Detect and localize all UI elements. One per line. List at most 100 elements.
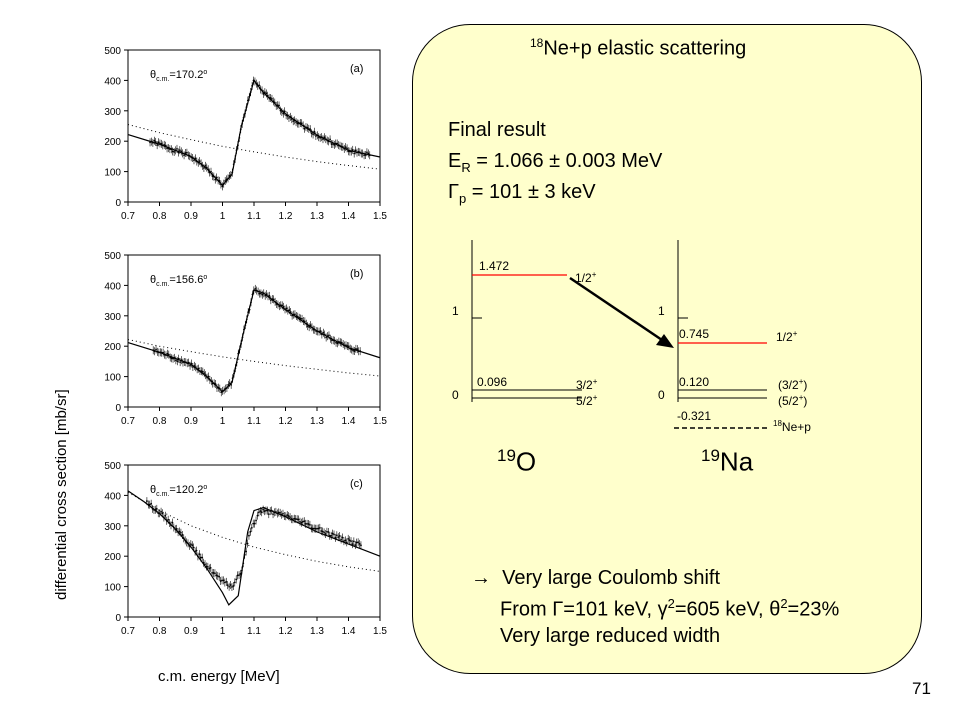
data-point bbox=[179, 361, 182, 363]
data-point bbox=[293, 517, 296, 520]
x-tick-label: 1.5 bbox=[373, 626, 387, 637]
data-point bbox=[333, 143, 336, 146]
data-point bbox=[192, 546, 195, 549]
data-point bbox=[231, 586, 233, 588]
data-point bbox=[285, 307, 288, 310]
data-point bbox=[257, 511, 260, 514]
data-point bbox=[277, 511, 280, 514]
y-tick-label: 500 bbox=[104, 46, 121, 57]
level-scheme bbox=[471, 240, 768, 429]
data-point bbox=[261, 293, 264, 296]
resonance-energy: ER = 1.066 ± 0.003 MeV bbox=[448, 150, 663, 175]
y-tick-label: 200 bbox=[104, 342, 121, 353]
data-point bbox=[309, 524, 311, 526]
data-point bbox=[306, 522, 308, 525]
data-point bbox=[357, 541, 360, 544]
data-point bbox=[252, 522, 255, 525]
data-point bbox=[214, 572, 216, 575]
data-point bbox=[262, 508, 265, 511]
y-tick-label: 200 bbox=[104, 552, 121, 563]
data-point bbox=[178, 149, 181, 152]
data-point bbox=[214, 178, 217, 181]
data-point bbox=[354, 544, 357, 546]
data-point bbox=[235, 578, 238, 581]
x-tick-label: 1.4 bbox=[342, 416, 356, 427]
data-point bbox=[254, 287, 257, 290]
data-point bbox=[358, 542, 361, 545]
na19-nucleus-label: 19Na bbox=[701, 446, 754, 477]
o19-tick-1: 1 bbox=[452, 304, 459, 318]
x-tick-label: 0.9 bbox=[184, 626, 198, 637]
data-point bbox=[300, 122, 303, 125]
y-tick-label: 100 bbox=[104, 373, 121, 384]
data-point bbox=[312, 133, 314, 136]
y-tick-label: 400 bbox=[104, 281, 121, 292]
x-tick-label: 0.8 bbox=[153, 416, 167, 427]
r-matrix-fit-curve bbox=[127, 490, 381, 606]
data-point bbox=[174, 359, 177, 362]
data-point bbox=[320, 530, 323, 532]
x-tick-label: 0.8 bbox=[153, 211, 167, 222]
angle-label: θc.m.=120.2o bbox=[150, 484, 207, 498]
data-point bbox=[282, 112, 285, 115]
data-point bbox=[330, 534, 333, 537]
data-point bbox=[352, 349, 354, 352]
o19-level-spin-5-2: 5/2+ bbox=[576, 393, 598, 408]
data-point bbox=[283, 110, 286, 113]
data-point bbox=[198, 160, 201, 163]
width-values-line: From Γ=101 keV, γ2=605 keV, θ2=23% bbox=[500, 596, 840, 621]
x-tick-label: 0.7 bbox=[121, 416, 135, 427]
x-tick-label: 1 bbox=[220, 416, 226, 427]
data-point bbox=[292, 120, 295, 123]
data-point bbox=[263, 91, 266, 94]
o19-level-spin-3-2: 3/2+ bbox=[576, 377, 598, 392]
na19-level-spin-3-2: (3/2+) bbox=[778, 377, 808, 392]
data-point bbox=[233, 581, 236, 584]
data-point bbox=[222, 579, 225, 582]
data-point bbox=[225, 580, 228, 583]
y-tick-label: 200 bbox=[104, 137, 121, 148]
chart-a: 0 100 200 300 400 500 0.7 0.8 0.9 1 1.1 1.2 1.3 1.4 1.… bbox=[104, 46, 387, 222]
data-point bbox=[310, 132, 313, 135]
data-point bbox=[325, 336, 328, 339]
coulomb-curve bbox=[127, 123, 381, 170]
x-tick-label: 1.4 bbox=[342, 211, 356, 222]
y-tick-label: 0 bbox=[115, 613, 121, 624]
data-point bbox=[323, 531, 325, 534]
y-tick-label: 400 bbox=[104, 491, 121, 502]
data-point bbox=[313, 527, 316, 530]
data-point bbox=[189, 543, 192, 546]
data-point bbox=[294, 518, 297, 520]
data-point bbox=[266, 509, 269, 512]
y-tick-label: 300 bbox=[104, 522, 121, 533]
y-tick-label: 500 bbox=[104, 251, 121, 262]
data-point bbox=[203, 167, 205, 169]
data-point bbox=[150, 502, 153, 505]
page-number: 71 bbox=[912, 679, 931, 698]
data-point bbox=[218, 575, 221, 578]
data-point bbox=[289, 516, 291, 519]
panel-label: (c) bbox=[350, 478, 363, 490]
data-point bbox=[207, 375, 210, 378]
data-point bbox=[352, 540, 355, 543]
y-tick-label: 0 bbox=[115, 403, 121, 414]
coulomb-curve bbox=[127, 491, 381, 572]
data-point bbox=[356, 348, 359, 351]
data-point bbox=[296, 122, 299, 125]
data-point bbox=[326, 530, 328, 533]
angle-label: θc.m.=170.2o bbox=[150, 69, 207, 83]
data-point bbox=[201, 556, 204, 559]
result-panel bbox=[412, 24, 922, 674]
data-point bbox=[153, 139, 156, 142]
data-point bbox=[294, 313, 296, 316]
na19-threshold-energy: -0.321 bbox=[677, 409, 712, 423]
data-point bbox=[329, 138, 331, 141]
data-point bbox=[335, 534, 338, 537]
data-point bbox=[314, 527, 317, 530]
data-point bbox=[250, 526, 253, 529]
x-tick-label: 1.2 bbox=[279, 211, 293, 222]
data-point bbox=[323, 136, 326, 139]
data-point bbox=[279, 511, 282, 514]
o19-level-high-spin: 1/2+ bbox=[575, 270, 597, 285]
data-point bbox=[211, 571, 214, 574]
